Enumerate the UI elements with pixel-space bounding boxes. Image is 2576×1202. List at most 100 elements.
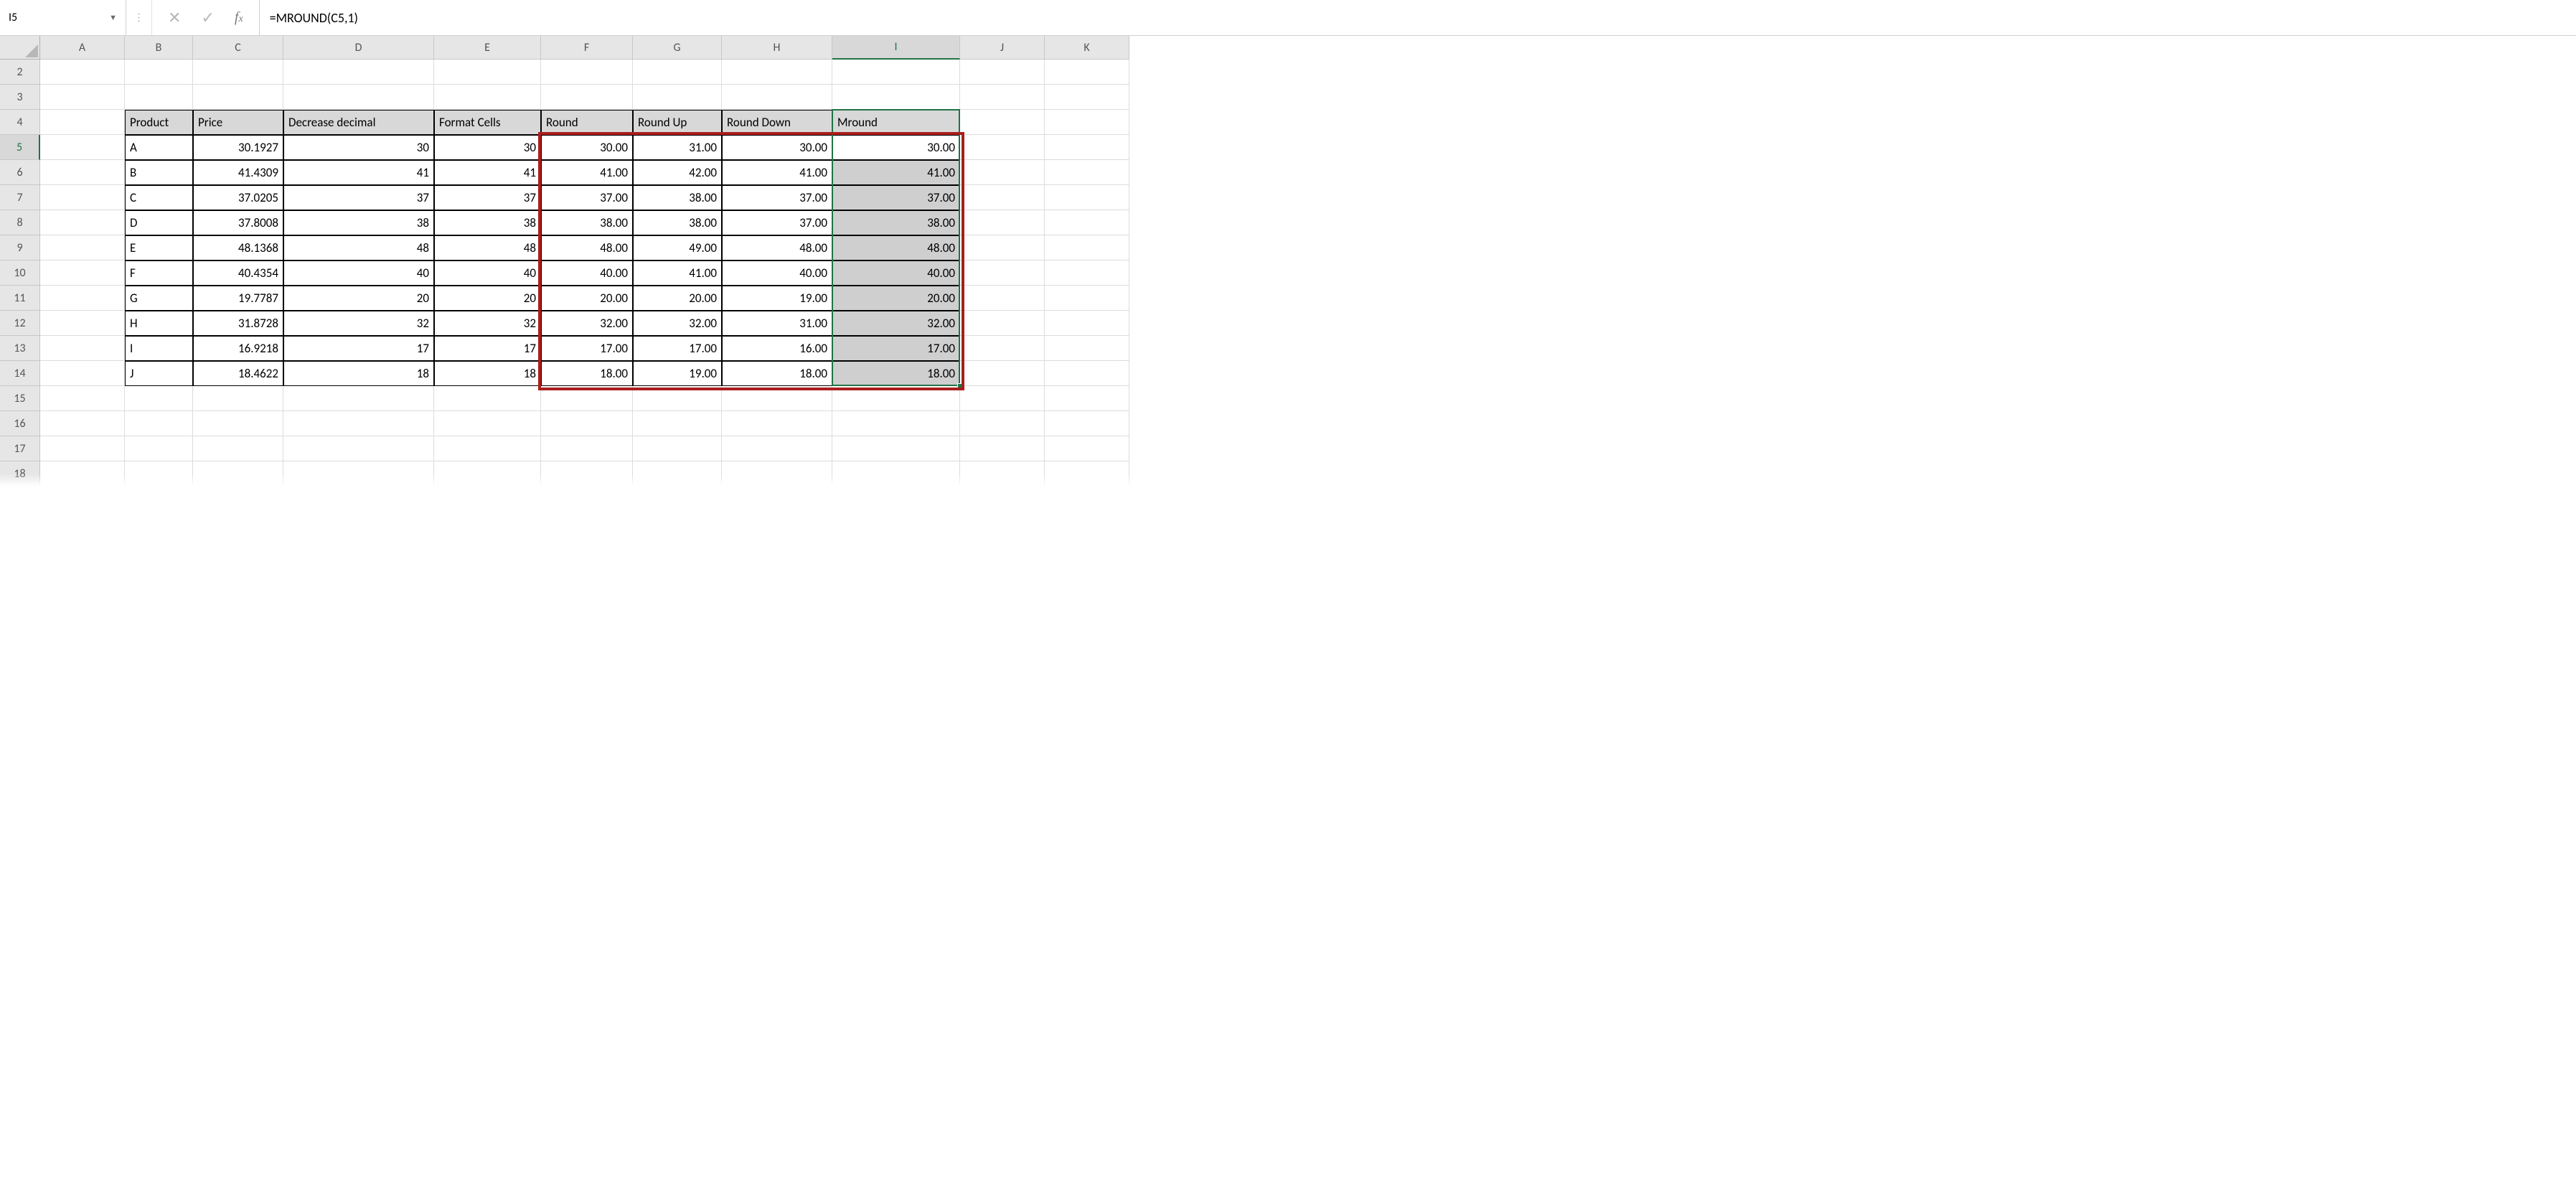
cell-G16[interactable] <box>633 411 722 436</box>
cell-G9[interactable]: 49.00 <box>633 235 722 260</box>
cell-K7[interactable] <box>1045 185 1129 210</box>
cell-F16[interactable] <box>541 411 633 436</box>
cell-C13[interactable]: 16.9218 <box>193 336 283 361</box>
cell-H4[interactable]: Round Down <box>722 110 832 135</box>
cell-H2[interactable] <box>722 60 832 85</box>
cell-H8[interactable]: 37.00 <box>722 210 832 235</box>
cell-H5[interactable]: 30.00 <box>722 135 832 160</box>
cell-E9[interactable]: 48 <box>434 235 541 260</box>
cell-E4[interactable]: Format Cells <box>434 110 541 135</box>
cell-K2[interactable] <box>1045 60 1129 85</box>
cancel-icon[interactable]: ✕ <box>168 8 181 27</box>
cell-H14[interactable]: 18.00 <box>722 361 832 386</box>
cell-J5[interactable] <box>960 135 1045 160</box>
cell-I11[interactable]: 20.00 <box>832 286 960 311</box>
cell-J8[interactable] <box>960 210 1045 235</box>
row-header-3[interactable]: 3 <box>0 85 40 110</box>
cell-I17[interactable] <box>832 436 960 461</box>
cell-K6[interactable] <box>1045 160 1129 185</box>
col-header-J[interactable]: J <box>960 36 1045 60</box>
cell-A2[interactable] <box>40 60 125 85</box>
cell-E15[interactable] <box>434 386 541 411</box>
cell-A10[interactable] <box>40 260 125 286</box>
cell-K3[interactable] <box>1045 85 1129 110</box>
cell-I3[interactable] <box>832 85 960 110</box>
cell-K5[interactable] <box>1045 135 1129 160</box>
col-header-H[interactable]: H <box>722 36 832 60</box>
cell-H12[interactable]: 31.00 <box>722 311 832 336</box>
cell-J13[interactable] <box>960 336 1045 361</box>
cell-F17[interactable] <box>541 436 633 461</box>
cell-D14[interactable]: 18 <box>283 361 434 386</box>
cell-H6[interactable]: 41.00 <box>722 160 832 185</box>
cell-C11[interactable]: 19.7787 <box>193 286 283 311</box>
cell-D7[interactable]: 37 <box>283 185 434 210</box>
row-header-11[interactable]: 11 <box>0 286 40 311</box>
cell-I14[interactable]: 18.00 <box>832 361 960 386</box>
col-header-K[interactable]: K <box>1045 36 1129 60</box>
cell-C12[interactable]: 31.8728 <box>193 311 283 336</box>
cell-E8[interactable]: 38 <box>434 210 541 235</box>
cell-C9[interactable]: 48.1368 <box>193 235 283 260</box>
cell-C15[interactable] <box>193 386 283 411</box>
cell-D17[interactable] <box>283 436 434 461</box>
cell-K9[interactable] <box>1045 235 1129 260</box>
cell-I12[interactable]: 32.00 <box>832 311 960 336</box>
cell-H10[interactable]: 40.00 <box>722 260 832 286</box>
row-header-5[interactable]: 5 <box>0 135 40 160</box>
cell-F7[interactable]: 37.00 <box>541 185 633 210</box>
cell-K8[interactable] <box>1045 210 1129 235</box>
cell-A4[interactable] <box>40 110 125 135</box>
col-header-C[interactable]: C <box>193 36 283 60</box>
cell-D9[interactable]: 48 <box>283 235 434 260</box>
cell-A17[interactable] <box>40 436 125 461</box>
cell-A5[interactable] <box>40 135 125 160</box>
formula-input[interactable]: =MROUND(C5,1) <box>259 0 2576 35</box>
cell-G17[interactable] <box>633 436 722 461</box>
cell-E13[interactable]: 17 <box>434 336 541 361</box>
cell-E5[interactable]: 30 <box>434 135 541 160</box>
cell-C7[interactable]: 37.0205 <box>193 185 283 210</box>
cell-C6[interactable]: 41.4309 <box>193 160 283 185</box>
row-header-14[interactable]: 14 <box>0 361 40 386</box>
cell-C8[interactable]: 37.8008 <box>193 210 283 235</box>
cell-K17[interactable] <box>1045 436 1129 461</box>
cell-K10[interactable] <box>1045 260 1129 286</box>
cell-A3[interactable] <box>40 85 125 110</box>
cell-B13[interactable]: I <box>125 336 193 361</box>
cell-I7[interactable]: 37.00 <box>832 185 960 210</box>
cell-C16[interactable] <box>193 411 283 436</box>
cell-G3[interactable] <box>633 85 722 110</box>
cell-B4[interactable]: Product <box>125 110 193 135</box>
cell-C4[interactable]: Price <box>193 110 283 135</box>
cell-A7[interactable] <box>40 185 125 210</box>
cell-I13[interactable]: 17.00 <box>832 336 960 361</box>
cell-B5[interactable]: A <box>125 135 193 160</box>
cell-A13[interactable] <box>40 336 125 361</box>
cell-H16[interactable] <box>722 411 832 436</box>
row-header-7[interactable]: 7 <box>0 185 40 210</box>
cell-G2[interactable] <box>633 60 722 85</box>
cell-B14[interactable]: J <box>125 361 193 386</box>
cell-G5[interactable]: 31.00 <box>633 135 722 160</box>
cell-K15[interactable] <box>1045 386 1129 411</box>
row-header-6[interactable]: 6 <box>0 160 40 185</box>
cell-H7[interactable]: 37.00 <box>722 185 832 210</box>
cell-F4[interactable]: Round <box>541 110 633 135</box>
fx-icon[interactable]: fx <box>235 9 243 26</box>
cell-F10[interactable]: 40.00 <box>541 260 633 286</box>
row-header-8[interactable]: 8 <box>0 210 40 235</box>
cell-F8[interactable]: 38.00 <box>541 210 633 235</box>
cell-A11[interactable] <box>40 286 125 311</box>
row-header-4[interactable]: 4 <box>0 110 40 135</box>
select-all-corner[interactable] <box>0 36 40 60</box>
cell-I6[interactable]: 41.00 <box>832 160 960 185</box>
cell-B11[interactable]: G <box>125 286 193 311</box>
cell-F5[interactable]: 30.00 <box>541 135 633 160</box>
cell-B12[interactable]: H <box>125 311 193 336</box>
cell-B9[interactable]: E <box>125 235 193 260</box>
cell-E3[interactable] <box>434 85 541 110</box>
cell-F14[interactable]: 18.00 <box>541 361 633 386</box>
cell-D8[interactable]: 38 <box>283 210 434 235</box>
col-header-G[interactable]: G <box>633 36 722 60</box>
